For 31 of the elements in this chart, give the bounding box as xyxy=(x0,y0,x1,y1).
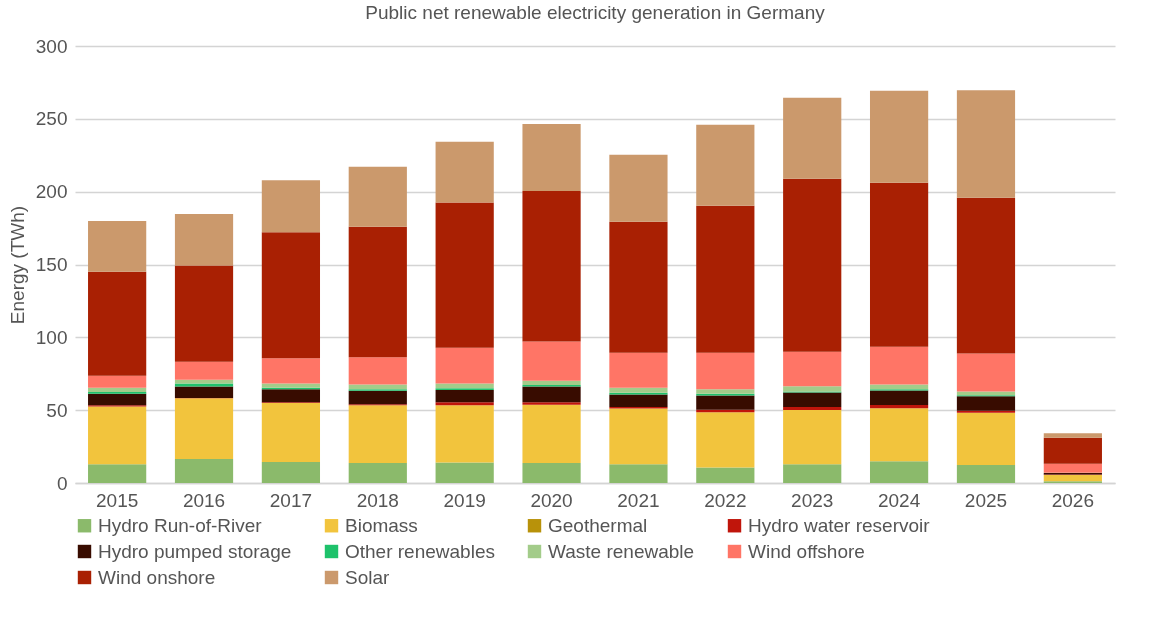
legend-label: Wind onshore xyxy=(98,566,216,588)
x-tick-label: 2024 xyxy=(877,489,921,511)
legend-label: Solar xyxy=(345,566,391,588)
x-tick-label: 2016 xyxy=(182,489,226,511)
x-tick-label: 2015 xyxy=(96,489,139,511)
x-tick-label: 2019 xyxy=(443,489,486,511)
chart-title: Public net renewable electricity generation in Germany xyxy=(365,2,826,23)
x-tick-label: 2023 xyxy=(791,489,834,511)
legend-label: Hydro water reservoir xyxy=(748,514,931,536)
legend-label: Geothermal xyxy=(548,514,648,536)
x-tick-label: 2021 xyxy=(617,489,660,511)
y-tick-label: 50 xyxy=(46,399,68,421)
x-tick-label: 2025 xyxy=(964,489,1008,511)
x-tick-label: 2026 xyxy=(1051,489,1094,511)
legend-label: Waste renewable xyxy=(548,540,695,562)
legend-label: Hydro pumped storage xyxy=(98,540,292,562)
legend-label: Biomass xyxy=(345,514,418,536)
y-tick-label: 150 xyxy=(35,254,68,275)
x-tick-label: 2022 xyxy=(704,489,747,511)
y-axis-title: Energy (TWh) xyxy=(6,205,28,325)
y-tick-label: 250 xyxy=(35,108,68,130)
legend-label: Wind offshore xyxy=(748,540,865,562)
y-tick-label: 200 xyxy=(35,181,68,203)
x-tick-label: 2018 xyxy=(356,489,399,511)
y-tick-label: 300 xyxy=(35,35,68,57)
x-tick-label: 2020 xyxy=(530,489,573,511)
legend-label: Other renewables xyxy=(345,540,495,562)
y-tick-label: 0 xyxy=(56,472,68,494)
legend-label: Hydro Run-of-River xyxy=(98,514,263,536)
x-tick-label: 2017 xyxy=(269,489,313,511)
y-tick-label: 100 xyxy=(35,326,68,348)
